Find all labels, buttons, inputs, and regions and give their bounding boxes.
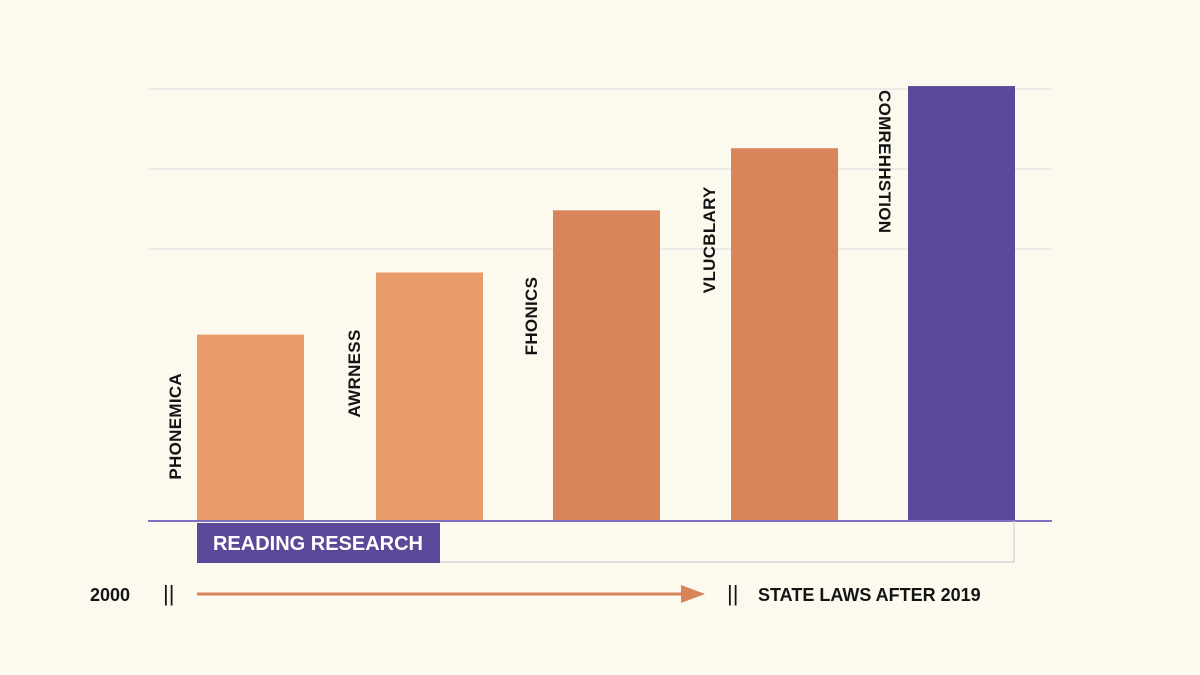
bar-phonemica: [197, 334, 304, 521]
timeline-end-label: STATE LAWS AFTER 2019: [758, 585, 981, 605]
bar-fhonics: [553, 210, 660, 522]
bar-label-awrness: AWRNESS: [345, 329, 364, 417]
timeline-separator-left: ||: [163, 581, 174, 606]
bar-vlucblary: [731, 148, 838, 521]
reading-research-banner: [197, 523, 440, 563]
bar-label-fhonics: FHONICS: [522, 277, 541, 356]
bar-label-vlucblary: VLUCBLARY: [700, 186, 719, 293]
banner-label: READING RESEARCH: [213, 533, 423, 555]
bar-label-phonemica: PHONEMICA: [166, 373, 185, 480]
timeline-arrow-head: [681, 585, 705, 603]
bar-comrehhstion: [908, 86, 1015, 522]
bar-label-comrehhstion: COMREHHSTION: [875, 90, 894, 233]
axis-bracket: [440, 521, 1015, 563]
bars: [197, 86, 1015, 522]
bar-awrness: [376, 272, 483, 521]
timeline-separator-right: ||: [727, 581, 738, 606]
bar-labels: PHONEMICA AWRNESS FHONICS VLUCBLARY COMREHHS…: [166, 90, 894, 480]
timeline-start-label: 2000: [90, 585, 130, 605]
